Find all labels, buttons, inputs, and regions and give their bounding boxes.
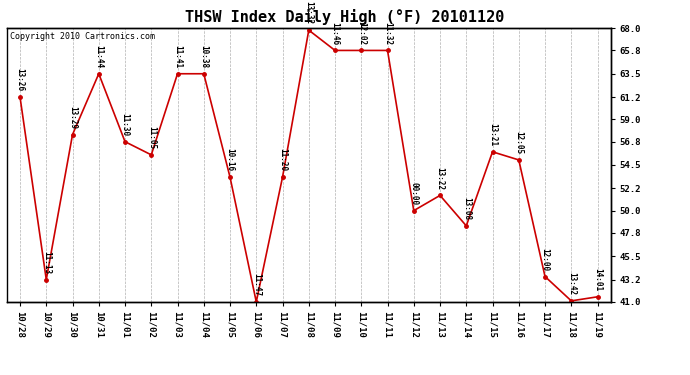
Text: THSW Index Daily High (°F) 20101120: THSW Index Daily High (°F) 20101120: [186, 9, 504, 26]
Text: 13:22: 13:22: [435, 167, 444, 190]
Text: 14:01: 14:01: [593, 268, 602, 291]
Text: 13:32: 13:32: [304, 2, 313, 25]
Text: Copyright 2010 Cartronics.com: Copyright 2010 Cartronics.com: [10, 32, 155, 41]
Text: 10:16: 10:16: [226, 148, 235, 172]
Text: 11:46: 11:46: [331, 22, 339, 45]
Text: 00:00: 00:00: [409, 182, 418, 205]
Text: 13:08: 13:08: [462, 197, 471, 220]
Text: 11:30: 11:30: [121, 113, 130, 136]
Text: 11:05: 11:05: [147, 126, 156, 149]
Text: 13:21: 13:21: [488, 123, 497, 146]
Text: 12:02: 12:02: [357, 22, 366, 45]
Text: 11:32: 11:32: [383, 22, 392, 45]
Text: 13:29: 13:29: [68, 106, 77, 129]
Text: 11:44: 11:44: [95, 45, 103, 68]
Text: 11:47: 11:47: [252, 273, 261, 296]
Text: 11:20: 11:20: [278, 148, 287, 172]
Text: 13:26: 13:26: [15, 68, 25, 92]
Text: 11:41: 11:41: [173, 45, 182, 68]
Text: 12:00: 12:00: [540, 248, 549, 271]
Text: 13:42: 13:42: [566, 272, 575, 295]
Text: 11:13: 11:13: [42, 251, 51, 274]
Text: 12:05: 12:05: [514, 131, 523, 154]
Text: 10:38: 10:38: [199, 45, 208, 68]
